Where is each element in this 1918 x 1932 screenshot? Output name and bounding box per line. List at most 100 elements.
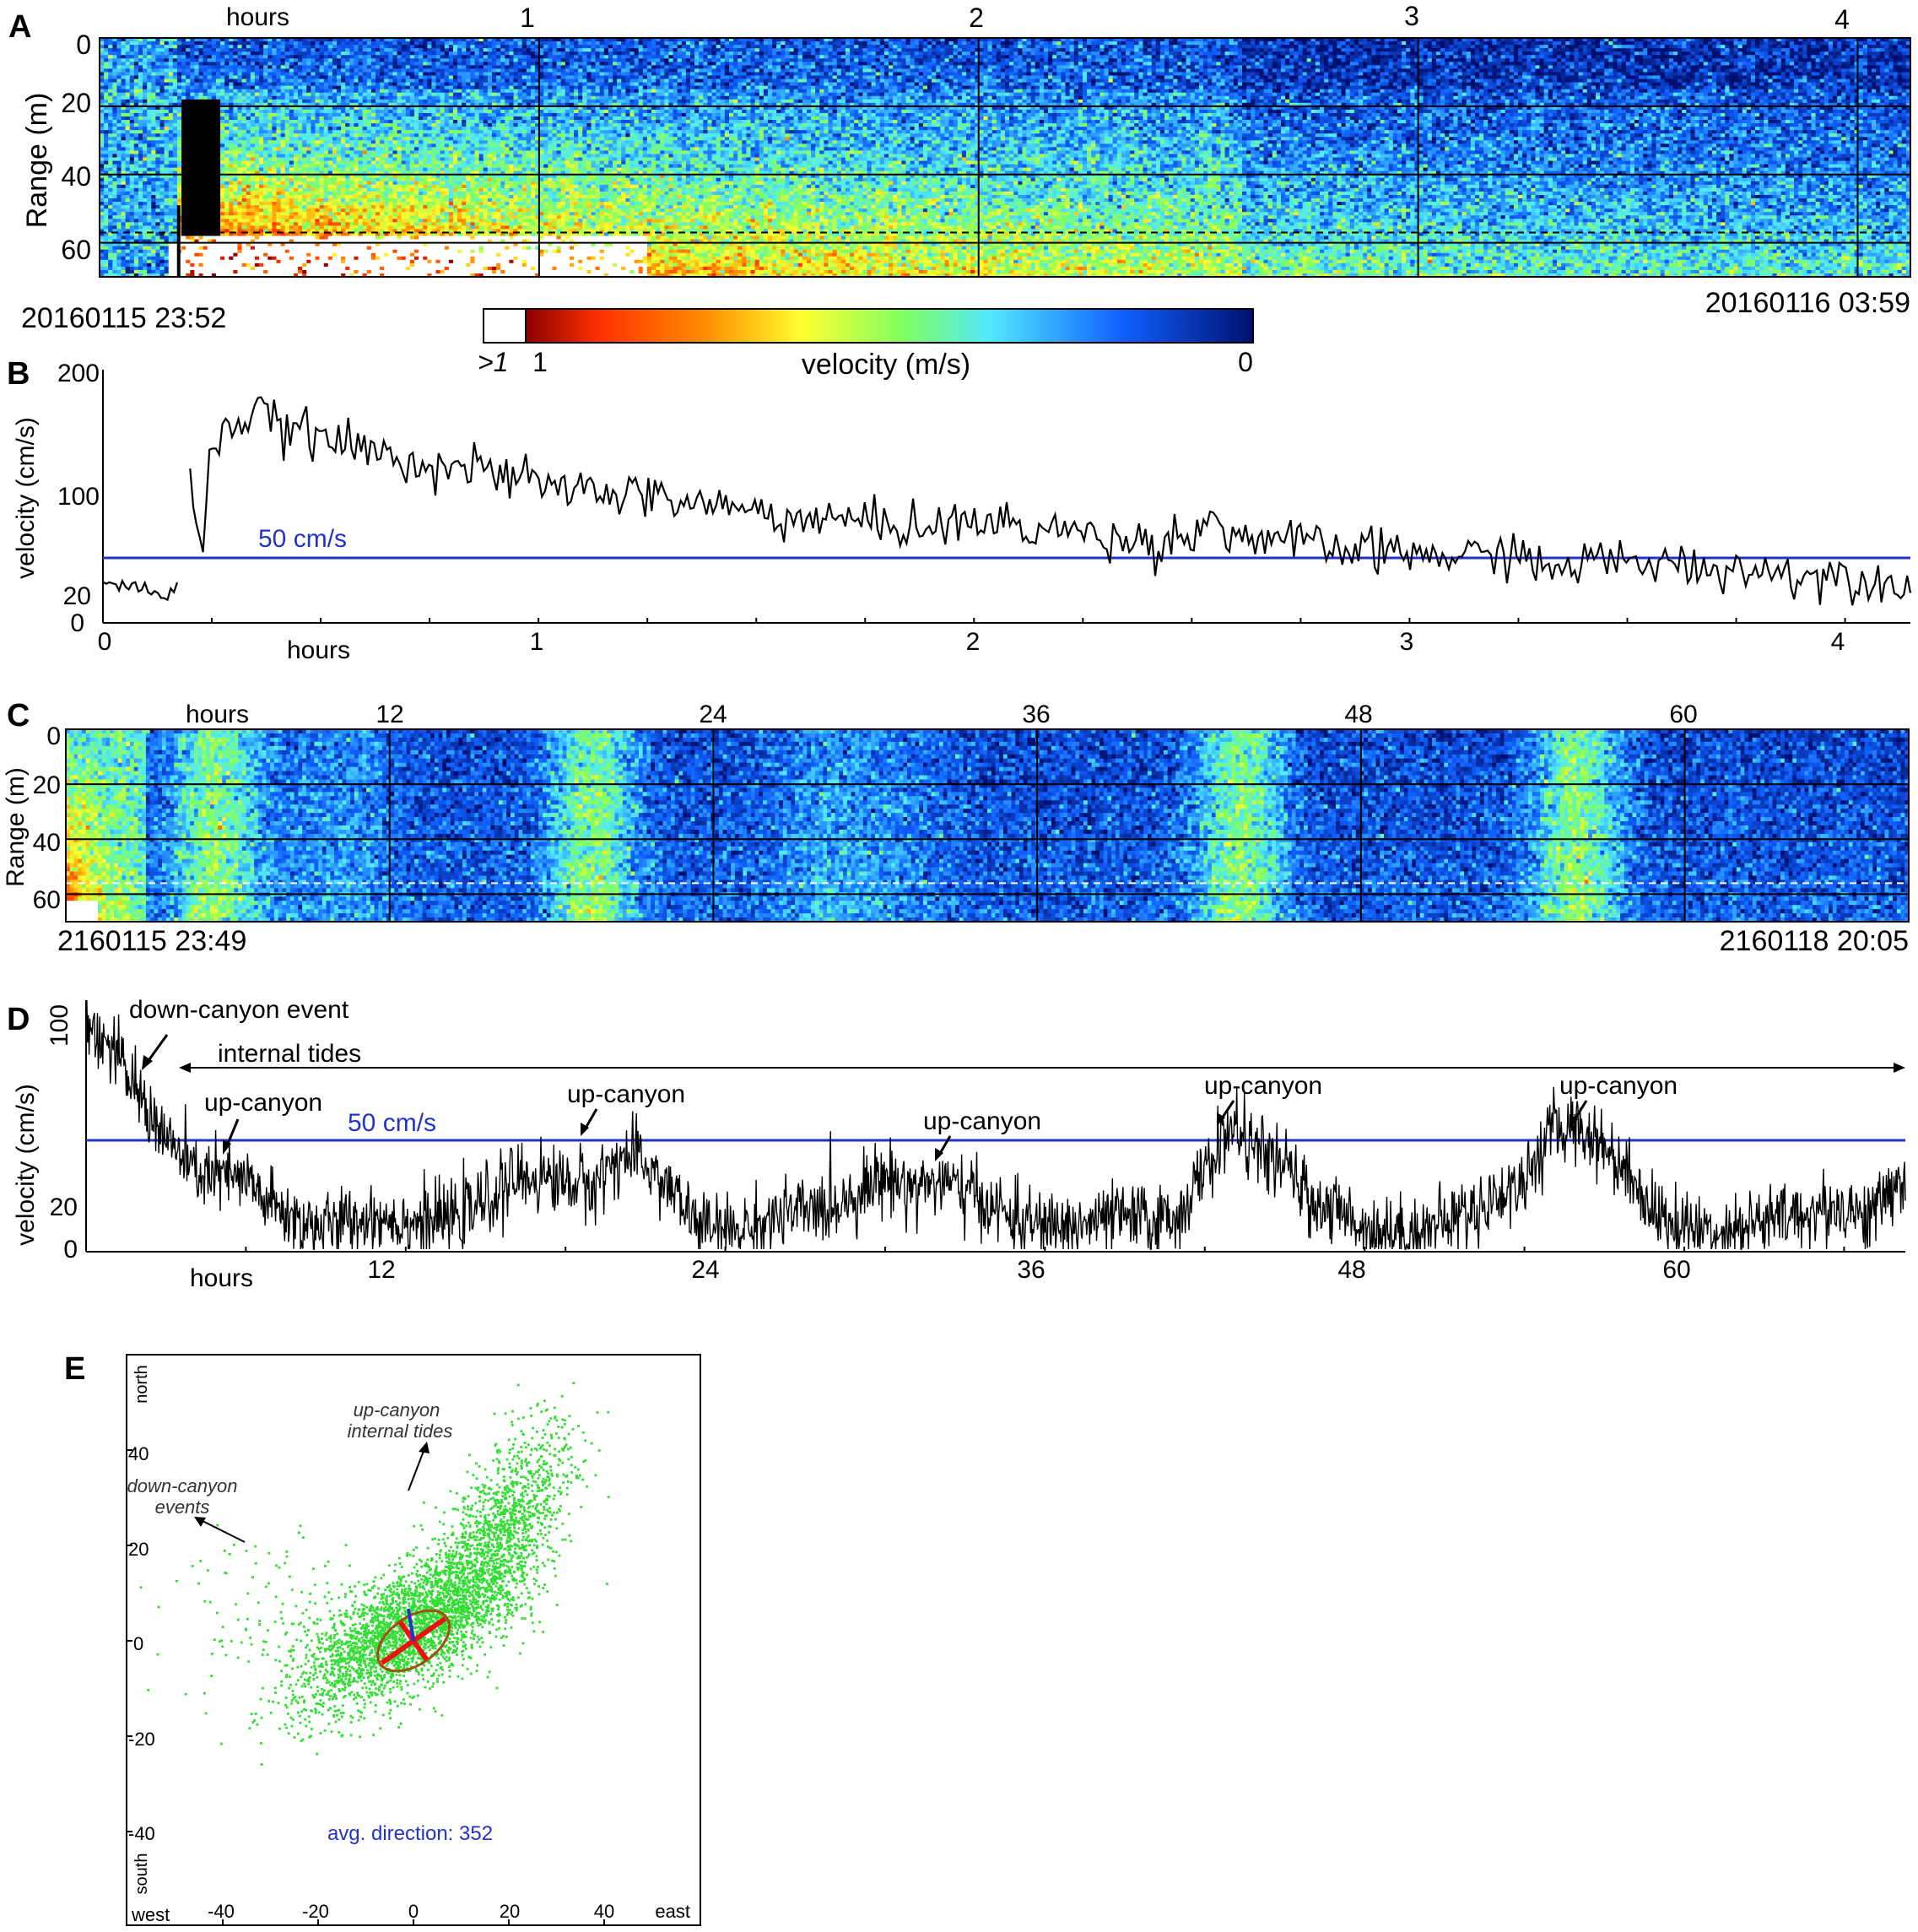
heatmap-a-cell: [280, 82, 286, 87]
heatmap-a-cell: [241, 187, 247, 192]
heatmap-a-cell: [143, 120, 148, 124]
heatmap-a-cell: [220, 112, 225, 117]
heatmap-a-cell: [224, 194, 230, 199]
heatmap-a-cell: [259, 45, 264, 49]
heatmap-a-cell: [229, 266, 234, 271]
heatmap-a-cell: [392, 140, 398, 144]
heatmap-a-cell: [349, 48, 355, 52]
heatmap-a-cell: [306, 167, 311, 172]
heatmap-a-cell: [164, 72, 170, 77]
heatmap-a-cell: [267, 157, 273, 162]
heatmap-a-cell: [186, 235, 191, 241]
heatmap-a-cell: [284, 99, 290, 104]
heatmap-a-cell: [207, 78, 213, 84]
heatmap-a-cell: [172, 116, 178, 121]
heatmap-a-cell: [198, 269, 204, 274]
heatmap-a-cell: [405, 106, 411, 111]
heatmap-a-cell: [207, 184, 213, 189]
heatmap-a-cell: [254, 65, 260, 69]
heatmap-a-cell: [349, 68, 355, 73]
heatmap-a-cell: [159, 112, 165, 117]
heatmap-a-cell: [233, 174, 239, 179]
heatmap-a-cell: [116, 130, 122, 134]
heatmap-a-cell: [207, 55, 213, 59]
heatmap-a-cell: [233, 147, 239, 152]
heatmap-a-cell: [246, 160, 251, 165]
heatmap-a-cell: [233, 102, 239, 107]
heatmap-a-cell: [116, 160, 122, 165]
heatmap-a-cell: [129, 95, 135, 100]
heatmap-a-cell: [215, 157, 221, 162]
heatmap-a-cell: [289, 256, 294, 261]
heatmap-a-cell: [143, 177, 148, 182]
heatmap-a-cell: [237, 157, 243, 162]
heatmap-a-cell: [233, 177, 239, 182]
heatmap-a-cell: [289, 232, 294, 237]
heatmap-a-cell: [263, 181, 268, 186]
heatmap-a-cell: [125, 235, 131, 241]
heatmap-a-cell: [155, 170, 161, 176]
heatmap-a-cell: [108, 232, 113, 237]
heatmap-a-cell: [164, 208, 170, 213]
heatmap-a-cell: [332, 273, 338, 278]
heatmap-a-cell: [284, 252, 290, 257]
heatmap-a-cell: [237, 137, 243, 141]
heatmap-a-cell: [168, 116, 174, 121]
heatmap-a-cell: [323, 266, 329, 271]
heatmap-a-cell: [293, 160, 299, 165]
heatmap-a-cell: [112, 72, 118, 77]
heatmap-a-cell: [250, 205, 256, 209]
heatmap-a-cell: [250, 140, 256, 144]
heatmap-a-cell: [254, 89, 260, 94]
heatmap-a-cell: [323, 85, 329, 90]
heatmap-a-cell: [259, 164, 264, 169]
heatmap-a-cell: [198, 137, 204, 141]
heatmap-a-cell: [276, 62, 282, 66]
heatmap-a-cell: [397, 194, 403, 199]
heatmap-a-cell: [104, 72, 109, 77]
heatmap-a-cell: [397, 130, 403, 134]
heatmap-a-cell: [129, 222, 135, 226]
heatmap-a-cell: [215, 222, 221, 226]
heatmap-a-cell: [332, 212, 338, 216]
heatmap-a-cell: [133, 164, 139, 169]
heatmap-a-cell: [194, 205, 200, 209]
heatmap-a-cell: [306, 130, 311, 134]
heatmap-a-cell: [349, 242, 355, 247]
heatmap-a-cell: [315, 154, 321, 159]
heatmap-a-cell: [337, 246, 342, 251]
heatmap-a-cell: [121, 235, 127, 241]
heatmap-a-cell: [172, 202, 178, 206]
heatmap-a-cell: [397, 112, 403, 117]
heatmap-a-cell: [323, 112, 329, 117]
heatmap-a-cell: [341, 147, 346, 152]
heatmap-a-cell: [129, 170, 135, 176]
heatmap-a-cell: [198, 92, 204, 97]
heatmap-a-cell: [108, 222, 113, 226]
heatmap-a-cell: [198, 266, 204, 271]
heatmap-a-cell: [151, 92, 157, 97]
heatmap-a-cell: [138, 38, 143, 42]
heatmap-a-cell: [349, 78, 355, 84]
heatmap-a-cell: [289, 167, 294, 172]
heatmap-a-cell: [311, 194, 316, 199]
heatmap-a-cell: [289, 38, 294, 42]
heatmap-a-cell: [100, 246, 105, 251]
heatmap-a-cell: [370, 160, 376, 165]
heatmap-a-cell: [280, 205, 286, 209]
heatmap-a-cell: [198, 177, 204, 182]
heatmap-a-cell: [194, 89, 200, 94]
heatmap-a-cell: [138, 127, 143, 131]
heatmap-a-cell: [168, 48, 174, 52]
heatmap-a-cell: [229, 170, 234, 176]
heatmap-a-cell: [237, 222, 243, 226]
heatmap-a-cell: [362, 92, 368, 97]
heatmap-a-cell: [121, 127, 127, 131]
heatmap-a-cell: [164, 55, 170, 59]
heatmap-a-cell: [229, 123, 234, 127]
heatmap-a-cell: [327, 212, 333, 216]
heatmap-a-cell: [397, 140, 403, 144]
heatmap-a-cell: [116, 112, 122, 117]
heatmap-a-cell: [198, 82, 204, 87]
heatmap-a-cell: [259, 184, 264, 189]
